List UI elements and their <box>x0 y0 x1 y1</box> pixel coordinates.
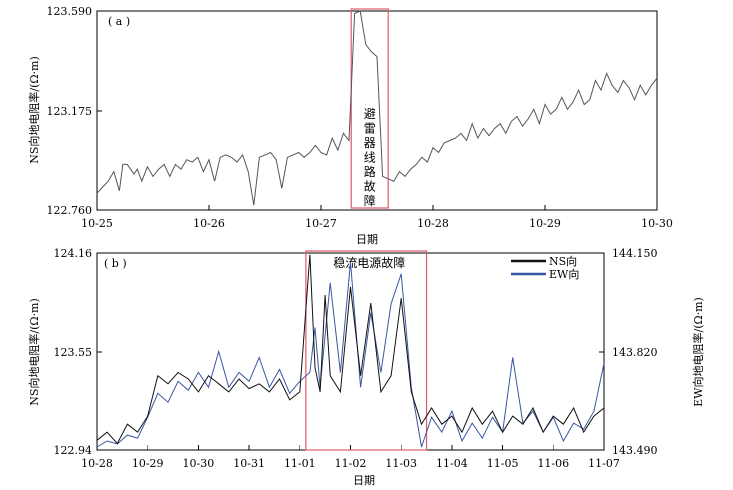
panel-a-ylabel: NS向地电阻率/(Ω·m) <box>27 56 41 164</box>
panel-b-xticks: 10-28 10-29 10-30 10-31 11-01 11-02 11-03 11-04… <box>81 445 620 470</box>
panel-a-ytick-label: 123.175 <box>47 105 93 118</box>
panel-a-annotation-char: 路 <box>364 164 376 179</box>
panel-b-ytick-left-label: 124.16 <box>54 247 93 260</box>
panel-a-annotation-char: 器 <box>364 136 376 150</box>
panel-b-label: ( b ) <box>104 257 127 270</box>
panel-a-xtick-label: 10-27 <box>305 217 337 230</box>
panel-a-ns-series <box>96 10 658 206</box>
panel-b-xtick-label: 11-02 <box>335 457 367 470</box>
panel-a-annotation-char: 故 <box>364 179 376 194</box>
panel-b-ytick-left-label: 122.94 <box>54 444 93 457</box>
panel-a-annotation-char: 线 <box>364 151 376 165</box>
panel-a: ( a ) 123.590 123.175 122.760 10-25 10-2… <box>27 5 673 230</box>
panel-b-xtick-label: 11-07 <box>588 457 620 470</box>
panel-a-xtick-label: 10-25 <box>81 217 113 230</box>
panel-a-annotation-char: 避 <box>364 107 376 121</box>
panel-b-ytick-right-label: 143.820 <box>612 346 658 359</box>
panel-b-xtick-label: 11-04 <box>436 457 468 470</box>
panel-a-xticks <box>96 205 658 210</box>
panel-b-ytick-right-label: 143.490 <box>612 444 658 457</box>
panel-a-xtick-label: 10-30 <box>641 217 673 230</box>
panel-b-xtick-label: 11-01 <box>284 457 316 470</box>
panel-b-ylabel-right: EW向地电阻率/(Ω·m) <box>691 297 705 407</box>
panel-b-xtick-label: 11-05 <box>487 457 519 470</box>
panel-a-xlabel: 日期 <box>356 233 378 246</box>
panel-b-fault-box <box>305 250 428 451</box>
panel-b-xtick-label: 10-29 <box>132 457 164 470</box>
panel-a-ytick-label: 122.760 <box>47 204 93 217</box>
legend-ns-label: NS向 <box>549 254 577 268</box>
panel-a-ytick-label: 123.590 <box>47 5 93 18</box>
panel-a-fault-box <box>350 8 389 209</box>
panel-a-annotation-char: 雷 <box>364 122 376 136</box>
panel-b: ( b ) 124.16 123.55 122.94 144.150 143.8… <box>27 247 705 487</box>
panel-b-legend: NS向 EW向 <box>511 254 579 281</box>
panel-b-xtick-label: 11-03 <box>385 457 417 470</box>
panel-a-annotation-char: 障 <box>364 193 376 208</box>
panel-b-ytick-right-label: 144.150 <box>612 247 658 260</box>
panel-b-annotation: 稳流电源故障 <box>333 255 405 270</box>
panel-b-ytick-left-label: 123.55 <box>54 346 93 359</box>
panel-a-xtick-label: 10-29 <box>529 217 561 230</box>
panel-b-xtick-label: 10-28 <box>81 457 113 470</box>
panel-b-xtick-label: 11-06 <box>537 457 569 470</box>
panel-b-xtick-label: 10-31 <box>233 457 265 470</box>
panel-b-ns-series <box>96 254 605 445</box>
panel-b-ew-series <box>96 261 605 448</box>
panel-b-frame <box>96 252 605 451</box>
legend-ew-label: EW向 <box>549 267 579 281</box>
panel-a-xtick-label: 10-26 <box>193 217 225 230</box>
panel-b-xlabel: 日期 <box>353 474 375 487</box>
panel-b-ylabel-left: NS向地电阻率/(Ω·m) <box>27 298 41 406</box>
panel-b-xtick-label: 10-30 <box>183 457 215 470</box>
panel-a-label: ( a ) <box>108 15 130 28</box>
panel-a-xtick-label: 10-28 <box>417 217 449 230</box>
panel-a-frame <box>96 10 658 211</box>
